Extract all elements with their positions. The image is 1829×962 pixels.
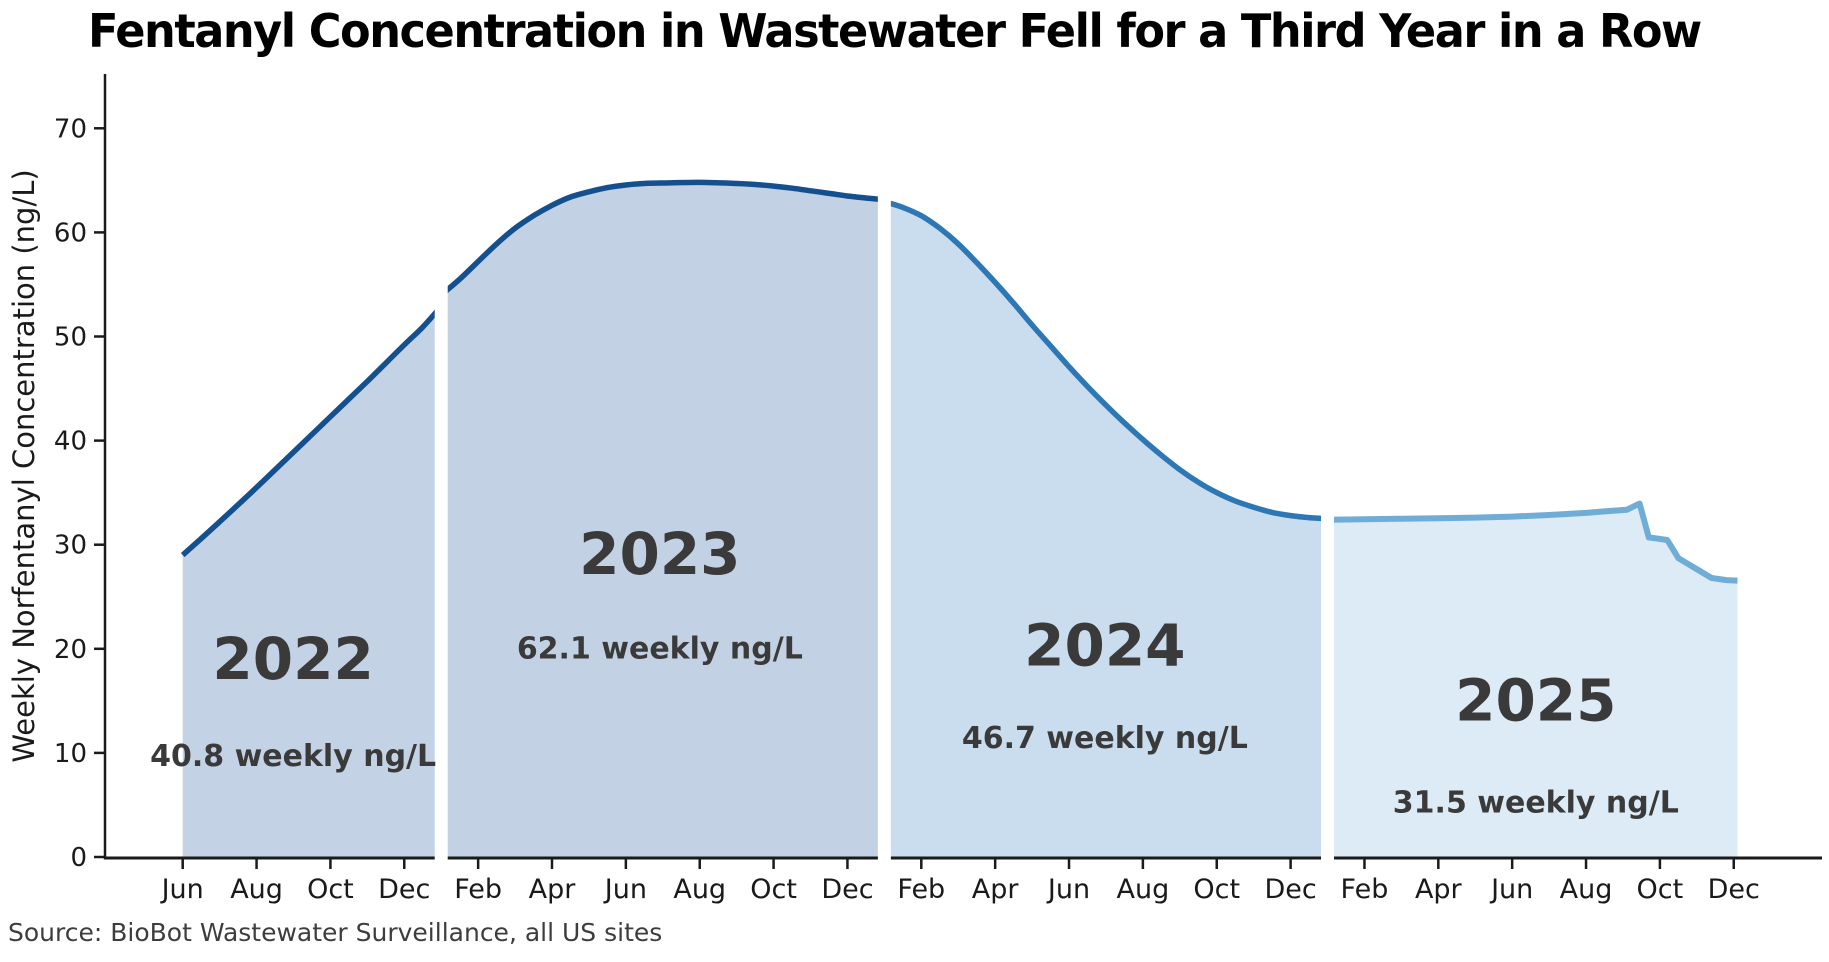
x-tick-label: Jun	[1046, 874, 1090, 905]
x-tick-label: Dec	[1264, 874, 1316, 905]
x-tick-label: Feb	[897, 874, 945, 905]
year-separator	[1321, 500, 1335, 869]
x-tick-label: Feb	[1341, 874, 1389, 905]
chart-title: Fentanyl Concentration in Wastewater Fel…	[88, 4, 1702, 58]
year-separator	[434, 278, 448, 870]
area-2022	[182, 306, 442, 858]
y-tick-label: 20	[54, 635, 87, 665]
area-2025	[1327, 503, 1738, 858]
source-note: Source: BioBot Wastewater Surveillance, …	[8, 918, 663, 947]
x-tick-label: Apr	[972, 874, 1020, 905]
year-label-2024: 2024	[1024, 612, 1185, 680]
area-2024	[884, 201, 1328, 858]
x-tick-label: Dec	[1708, 874, 1760, 905]
x-tick-label: Aug	[673, 874, 726, 905]
value-label-2024: 46.7 weekly ng/L	[962, 721, 1248, 756]
x-tick-label: Oct	[750, 874, 797, 905]
x-tick-label: Jun	[160, 874, 204, 905]
x-tick-label: Apr	[529, 874, 577, 905]
x-tick-label: Aug	[230, 874, 283, 905]
area-2023	[441, 182, 885, 859]
line-2022	[180, 304, 444, 558]
value-label-2023: 62.1 weekly ng/L	[517, 632, 803, 667]
y-tick-label: 0	[70, 843, 87, 873]
x-tick-label: Aug	[1117, 874, 1170, 905]
x-tick-label: Oct	[1637, 874, 1684, 905]
year-label-2025: 2025	[1455, 667, 1616, 735]
x-tick-label: Apr	[1415, 874, 1463, 905]
y-tick-label: 50	[54, 323, 87, 353]
value-label-2022: 40.8 weekly ng/L	[150, 739, 436, 774]
y-tick-label: 10	[54, 739, 87, 769]
line-2023	[439, 179, 885, 298]
x-tick-label: Dec	[378, 874, 430, 905]
x-tick-label: Oct	[307, 874, 354, 905]
year-separator	[877, 182, 891, 869]
x-tick-label: Feb	[454, 874, 502, 905]
y-tick-label: 40	[54, 427, 87, 457]
line-2025	[1327, 500, 1738, 584]
x-tick-label: Jun	[1489, 874, 1533, 905]
x-tick-label: Dec	[821, 874, 873, 905]
value-label-2025: 31.5 weekly ng/L	[1393, 786, 1679, 821]
year-label-2022: 2022	[212, 625, 373, 693]
x-tick-label: Oct	[1193, 874, 1240, 905]
line-2024	[883, 199, 1328, 522]
y-tick-label: 60	[54, 218, 87, 248]
year-label-2023: 2023	[579, 520, 740, 588]
y-tick-label: 30	[54, 531, 87, 561]
y-tick-label: 70	[54, 114, 87, 144]
x-tick-label: Jun	[603, 874, 647, 905]
y-axis-title: Weekly Norfentanyl Concentration (ng/L)	[7, 169, 41, 762]
x-tick-label: Aug	[1560, 874, 1613, 905]
